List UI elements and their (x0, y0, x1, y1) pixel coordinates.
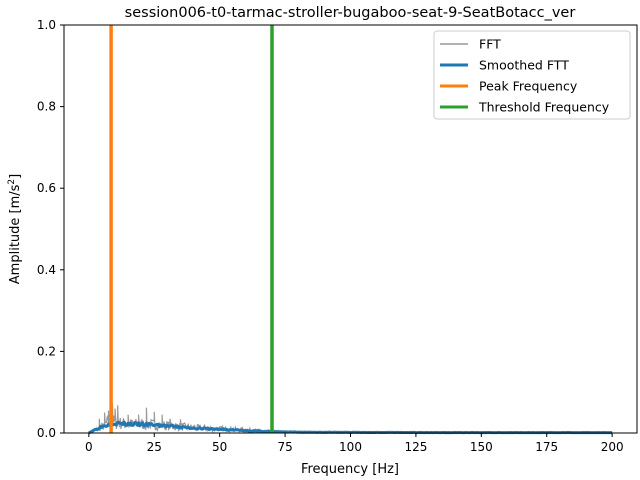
x-axis-label: Frequency [Hz] (301, 462, 399, 477)
legend-label-smoothed-ftt: Smoothed FTT (479, 58, 569, 73)
y-axis-label-main: Amplitude [m/s (8, 184, 23, 284)
y-tick-label: 0.6 (37, 181, 56, 195)
x-tick-label: 50 (212, 440, 227, 454)
x-tick-label: 75 (277, 440, 292, 454)
x-tick-label: 125 (404, 440, 427, 454)
legend: FFT Smoothed FTT Peak Frequency Threshold F… (433, 30, 631, 120)
x-tick-label: 100 (339, 440, 362, 454)
x-tick-label: 175 (535, 440, 558, 454)
y-axis-label-superscript: 2 (7, 179, 17, 185)
chart-title: session006-t0-tarmac-stroller-bugaboo-se… (125, 5, 576, 21)
x-tick-label: 200 (601, 440, 624, 454)
legend-label-peak-frequency: Peak Frequency (479, 79, 578, 94)
legend-label-fft: FFT (479, 37, 501, 52)
x-tick-label: 150 (470, 440, 493, 454)
y-tick-label: 0.0 (37, 426, 56, 440)
y-axis-label: Amplitude [m/s2] (7, 174, 23, 284)
y-tick-label: 0.2 (37, 344, 56, 358)
legend-frame (433, 30, 631, 120)
x-axis: 0 25 50 75 100 125 150 175 200 (85, 433, 624, 454)
y-tick-label: 0.4 (37, 263, 56, 277)
y-axis-label-end: ] (8, 174, 23, 179)
x-tick-label: 0 (85, 440, 93, 454)
legend-label-threshold-frequency: Threshold Frequency (478, 100, 610, 115)
y-tick-label: 0.8 (37, 100, 56, 114)
y-axis: 0.0 0.2 0.4 0.6 0.8 1.0 (37, 18, 64, 440)
y-tick-label: 1.0 (37, 18, 56, 32)
x-tick-label: 25 (147, 440, 162, 454)
